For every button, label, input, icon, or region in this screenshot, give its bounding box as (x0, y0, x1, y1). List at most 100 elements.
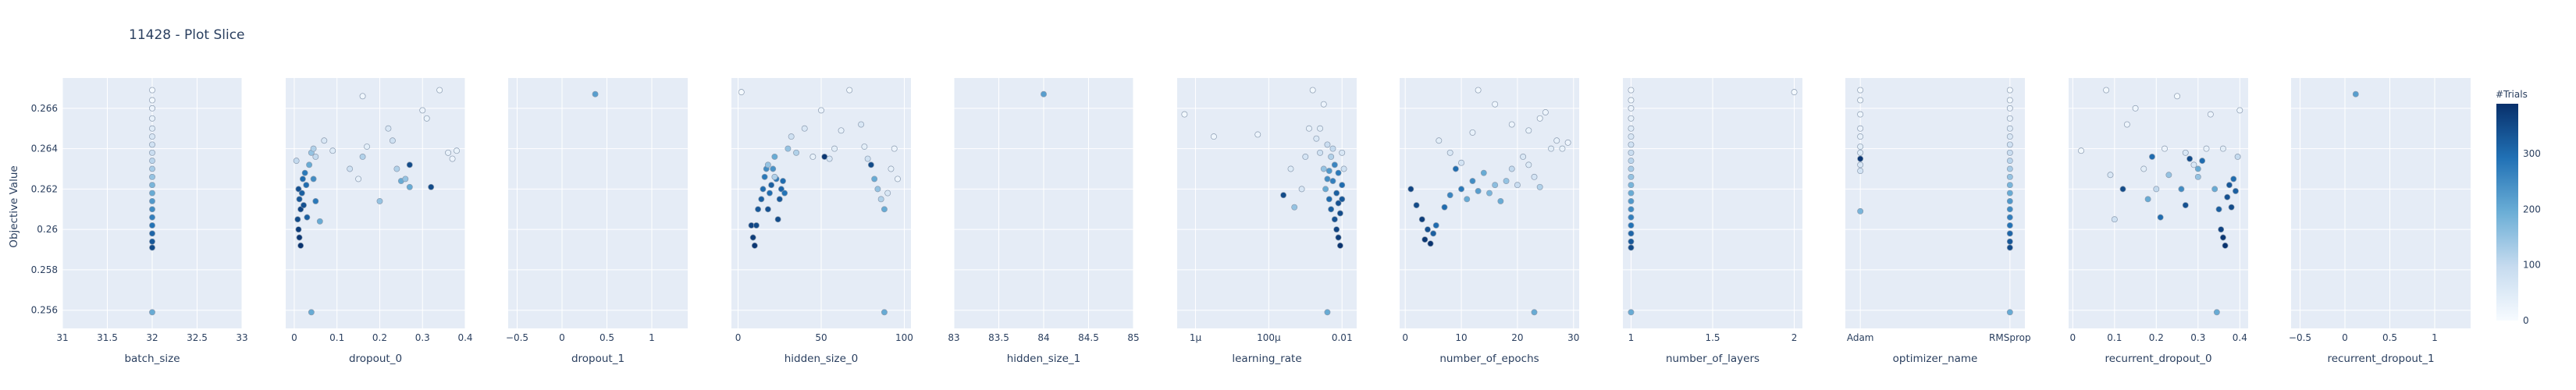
data-point (1336, 242, 1343, 249)
x-tick-label: 1µ (1190, 332, 1202, 343)
data-point (2352, 90, 2359, 98)
data-point (2165, 172, 2172, 179)
data-point (296, 196, 303, 203)
data-point (871, 176, 878, 183)
x-tick-label: 1 (1628, 332, 1635, 343)
data-point (1508, 165, 1515, 172)
data-point (406, 161, 413, 168)
data-point (1320, 101, 1327, 108)
data-point (1536, 115, 1543, 122)
data-point (2194, 165, 2201, 172)
data-point (1458, 186, 1465, 193)
data-point (1329, 178, 1336, 184)
data-point (1328, 154, 1335, 160)
data-point (2123, 121, 2130, 128)
colorbar: #Trials 0 100 200 300 (2496, 89, 2541, 326)
data-point (1857, 97, 1864, 104)
data-point (1427, 240, 1434, 247)
data-point (758, 196, 765, 203)
data-point (1325, 196, 1332, 203)
data-point (2006, 190, 2013, 197)
data-point (1564, 139, 1571, 146)
x-axis-label: number_of_epochs (1439, 353, 1539, 365)
x-axis-label: learning_rate (1232, 353, 1301, 365)
data-point (2006, 238, 2013, 245)
data-point (1628, 133, 1635, 140)
x-tick-label: 1 (2432, 332, 2438, 343)
data-point (2230, 176, 2237, 183)
colorbar-tick-label: 300 (2523, 148, 2541, 159)
data-point (1628, 309, 1635, 316)
data-point (1497, 197, 1504, 204)
data-point (881, 309, 888, 316)
data-point (592, 90, 599, 98)
data-point (1857, 125, 1864, 132)
x-tick-label: 32 (146, 332, 158, 343)
x-tick-label: 1.5 (1705, 332, 1720, 343)
x-tick-label: 0 (559, 332, 565, 343)
data-point (376, 197, 383, 204)
x-tick-label: 10 (1455, 332, 1467, 343)
data-point (1339, 182, 1346, 189)
data-point (389, 137, 396, 144)
data-point (1520, 154, 1527, 160)
colorbar-tick-label: 200 (2523, 204, 2541, 214)
data-point (1628, 214, 1635, 221)
data-point (1492, 101, 1499, 108)
data-point (149, 244, 155, 251)
plot-area (1177, 78, 1357, 328)
data-point (310, 176, 317, 183)
data-point (1333, 226, 1340, 233)
subplot-recurrent_dropout_0: 0 0.1 0.2 0.3 0.4 recurrent_dropout_0 (2069, 78, 2248, 365)
plot-area (1400, 78, 1579, 328)
data-point (1335, 234, 1342, 241)
data-point (1313, 135, 1320, 142)
data-point (2213, 309, 2220, 316)
data-point (861, 144, 868, 150)
chart-title: 11428 - Plot Slice (129, 27, 245, 43)
data-point (877, 196, 884, 203)
data-point (749, 234, 756, 241)
data-point (751, 242, 758, 249)
data-point (428, 183, 435, 190)
data-point (2006, 173, 2013, 180)
data-point (393, 165, 400, 172)
subplot-optimizer_name: Adam RMSprop optimizer_name (1845, 78, 2031, 365)
data-point (149, 230, 155, 237)
data-point (755, 206, 762, 213)
y-tick-label: 0.26 (37, 224, 58, 235)
data-point (764, 206, 771, 213)
x-tick-label: −0.5 (506, 332, 528, 343)
subplot-number_of_layers: 1 1.5 2 number_of_layers (1623, 78, 1802, 365)
data-point (149, 125, 155, 132)
data-point (895, 176, 901, 183)
data-point (1436, 137, 1443, 144)
x-tick-label: 31.5 (97, 332, 118, 343)
data-point (1857, 155, 1864, 162)
x-tick-label: Adam (1847, 332, 1874, 343)
data-point (308, 309, 315, 316)
x-tick-label: 0.4 (2233, 332, 2247, 343)
data-point (1331, 161, 1338, 168)
data-point (2144, 196, 2151, 203)
data-point (2182, 202, 2189, 209)
data-point (149, 97, 155, 104)
data-point (355, 176, 362, 183)
data-point (1407, 186, 1414, 193)
x-tick-label: 0.4 (457, 332, 472, 343)
x-tick-label: 0 (291, 332, 297, 343)
data-point (2219, 145, 2226, 152)
x-axis-label: optimizer_name (1893, 353, 1978, 365)
data-point (888, 165, 895, 172)
x-tick-label: 0 (735, 332, 742, 343)
data-point (1857, 161, 1864, 168)
data-point (1329, 145, 1336, 152)
data-point (801, 125, 808, 132)
x-axis-label: recurrent_dropout_1 (2327, 353, 2434, 365)
data-point (809, 154, 817, 160)
data-point (1857, 87, 1864, 94)
x-tick-label: 0.01 (1332, 332, 1353, 343)
data-point (2006, 115, 2013, 122)
plot-area (1845, 78, 2025, 328)
data-point (2218, 226, 2225, 233)
